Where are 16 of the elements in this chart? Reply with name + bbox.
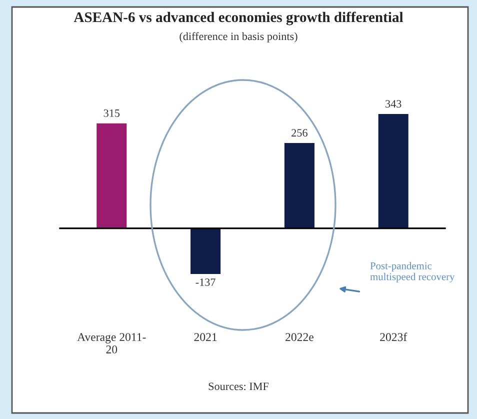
- x-tick-label: Average 2011-20: [77, 333, 146, 354]
- bar: [284, 143, 314, 228]
- x-tick-label: 2022e: [286, 333, 314, 342]
- chart-title: ASEAN-6 vs advanced economies growth differential: [74, 12, 404, 26]
- data-label: 343: [386, 100, 402, 108]
- annotation: Post-pandemic multispeed recovery: [370, 262, 455, 282]
- source-note: Sources: IMF: [208, 382, 268, 390]
- bar: [190, 228, 221, 274]
- data-label: 315: [104, 109, 120, 117]
- data-label: -137: [196, 278, 216, 286]
- bar: [378, 114, 408, 228]
- bar: [96, 123, 127, 228]
- data-label: 256: [292, 129, 308, 137]
- x-tick-label: 2021: [194, 333, 217, 342]
- chart-subtitle: (difference in basis points): [180, 32, 298, 42]
- x-tick-label: 2023f: [380, 332, 408, 342]
